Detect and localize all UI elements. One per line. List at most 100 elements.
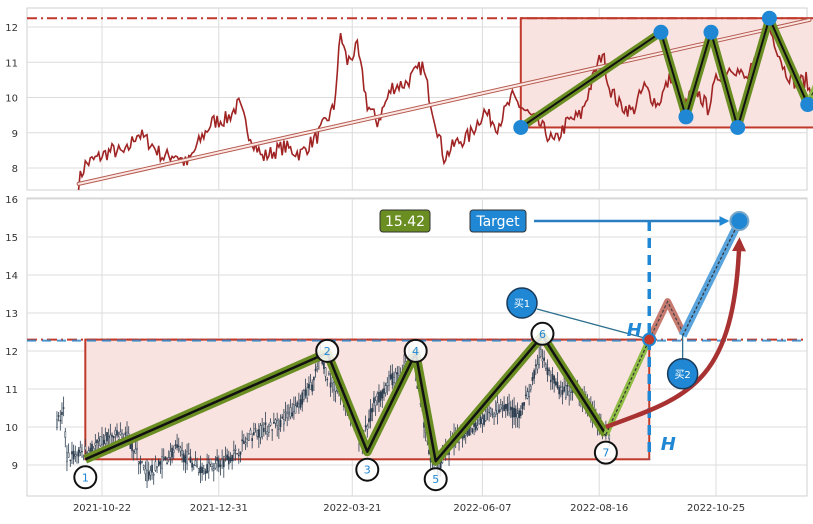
candle-body (293, 404, 295, 412)
pattern-point-label: 5 (432, 473, 439, 486)
candle-body (169, 451, 172, 458)
candle-body (323, 362, 325, 369)
candle-body (206, 464, 208, 473)
candle-body (436, 465, 439, 468)
pattern-point-label: 3 (364, 464, 371, 477)
candle-body (96, 440, 98, 444)
pattern-point-4: 4 (403, 338, 428, 363)
candle-body (116, 430, 118, 436)
candle-body (274, 419, 277, 424)
candle-body (514, 408, 517, 418)
candle-body (191, 462, 193, 468)
candle-body (279, 419, 282, 428)
candle-body (136, 447, 138, 450)
y-tick-label: 10 (5, 94, 18, 105)
candle-body (328, 372, 330, 376)
candle-body (109, 434, 112, 445)
candle-body (529, 385, 532, 390)
candle-body (378, 392, 380, 403)
pattern-point-label: 4 (412, 345, 419, 358)
top-pattern-point (703, 24, 719, 40)
candle-body (239, 451, 242, 455)
candle-body (479, 416, 482, 425)
candle-body (534, 364, 537, 367)
candle-body (469, 427, 472, 429)
target-line (682, 220, 740, 337)
projection-line (605, 339, 650, 435)
candle-body (102, 439, 105, 445)
candle-body (501, 407, 504, 409)
pattern-point-6: 6 (530, 321, 555, 346)
candle-body (519, 410, 522, 416)
candle-body (62, 407, 65, 409)
candle-body (69, 459, 72, 461)
height-label-lower: H (661, 434, 676, 455)
candle-body (286, 412, 289, 419)
top-trend-line-inner (77, 18, 811, 185)
candle-body (232, 450, 235, 454)
candle-body (121, 433, 123, 439)
candle-body (184, 455, 187, 463)
candle-body (236, 453, 238, 455)
candle-body (314, 368, 317, 372)
candle-body (156, 466, 158, 468)
candle-body (368, 418, 370, 423)
candle-body (146, 470, 148, 482)
candle-body (64, 431, 67, 438)
candle-body (504, 403, 507, 409)
candle-body (458, 441, 460, 444)
y-tick-label: 10 (5, 423, 18, 434)
candle-body (106, 432, 108, 442)
candle-body (304, 389, 307, 396)
candle-body (79, 446, 82, 453)
top-pattern-point (513, 119, 529, 135)
candle-body (526, 391, 529, 399)
candle-body (554, 381, 557, 386)
pattern-point-label: 7 (602, 447, 609, 460)
candle-body (179, 447, 182, 452)
candle-body (516, 413, 519, 419)
candle-body (89, 447, 92, 452)
candle-body (139, 461, 142, 465)
breakout-marker (642, 332, 657, 347)
candle-body (306, 387, 309, 399)
candle-body (486, 409, 489, 411)
candle-body (473, 423, 475, 427)
candle-body (283, 419, 285, 425)
candle-body (124, 432, 127, 435)
candle-body (493, 413, 495, 417)
x-tick-label: 2022-10-25 (687, 503, 745, 514)
top-pattern-point (653, 24, 669, 40)
x-tick-label: 2021-10-22 (73, 503, 131, 514)
candle-body (531, 377, 534, 381)
candle-body (66, 452, 68, 463)
pattern-point-circle (73, 465, 98, 490)
candle-body (561, 390, 564, 395)
x-tick-label: 2021-12-31 (190, 503, 248, 514)
candle-body (201, 467, 203, 474)
candle-body (376, 393, 379, 397)
candle-body (101, 436, 103, 445)
candle-body (366, 425, 369, 430)
candle-body (331, 377, 334, 384)
candle-body (249, 429, 252, 435)
target-button-label: Target (475, 214, 520, 230)
candle-body (226, 454, 228, 461)
candle-body (209, 459, 212, 465)
candle-body (278, 427, 280, 430)
candle-body (126, 431, 128, 436)
candle-body (538, 357, 540, 365)
pattern-point-circle (403, 338, 428, 363)
candle-body (61, 412, 63, 415)
y-tick-label: 9 (12, 461, 18, 472)
candle-body (391, 373, 394, 386)
candle-body (134, 448, 137, 454)
candle-body (267, 426, 270, 433)
candle-body (321, 361, 324, 364)
candle-body (76, 453, 78, 456)
candle-body (214, 463, 217, 469)
candle-body (242, 440, 245, 444)
candle-body (192, 464, 195, 466)
candle-body (99, 436, 102, 446)
candle-body (276, 420, 279, 426)
